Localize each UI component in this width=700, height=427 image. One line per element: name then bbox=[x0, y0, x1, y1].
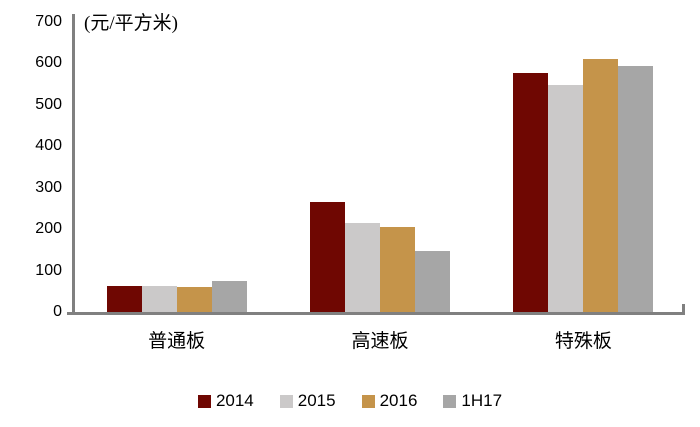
legend: 2014 2015 2016 1H17 bbox=[0, 391, 700, 411]
legend-swatch-icon bbox=[279, 394, 293, 408]
y-tick-label: 700 bbox=[35, 13, 62, 30]
y-axis-unit-label: (元/平方米) bbox=[84, 13, 178, 34]
y-tick-label: 200 bbox=[35, 220, 62, 238]
bar-1H17 bbox=[414, 250, 450, 312]
legend-item-2016: 2016 bbox=[361, 391, 418, 411]
y-tick-label: 600 bbox=[35, 54, 62, 72]
y-tick-label: 400 bbox=[35, 137, 62, 155]
bar-group-高速板 bbox=[309, 201, 450, 312]
legend-item-2014: 2014 bbox=[197, 391, 254, 411]
bar-2016 bbox=[176, 286, 212, 312]
y-tick-label: 500 bbox=[35, 95, 62, 113]
bar-1H17 bbox=[618, 66, 654, 312]
bar-group-特殊板 bbox=[513, 58, 654, 312]
legend-item-1H17: 1H17 bbox=[443, 391, 502, 411]
bar-2015 bbox=[548, 84, 584, 312]
legend-swatch-icon bbox=[443, 394, 457, 408]
x-category-label: 高速板 bbox=[351, 331, 409, 352]
bar-2015 bbox=[344, 222, 380, 312]
bar-plot-area bbox=[75, 58, 685, 312]
bar-2014 bbox=[513, 73, 549, 312]
bar-2014 bbox=[309, 201, 345, 312]
bar-2016 bbox=[583, 58, 619, 312]
legend-swatch-icon bbox=[361, 394, 375, 408]
y-tick-label: 0 bbox=[53, 303, 62, 320]
x-axis-end-tick bbox=[682, 304, 685, 312]
bar-2016 bbox=[379, 227, 415, 312]
legend-label: 2015 bbox=[297, 391, 336, 410]
legend-label: 2014 bbox=[215, 391, 254, 410]
legend-item-2015: 2015 bbox=[279, 391, 336, 411]
y-tick-label: 100 bbox=[35, 261, 62, 279]
x-axis-line bbox=[67, 312, 685, 315]
x-category-label: 特殊板 bbox=[554, 331, 612, 352]
bar-1H17 bbox=[211, 281, 247, 312]
legend-label: 2016 bbox=[379, 391, 418, 410]
x-category-label: 普通板 bbox=[148, 331, 206, 352]
legend-swatch-icon bbox=[197, 394, 211, 408]
legend-label: 1H17 bbox=[461, 391, 503, 410]
x-axis-category-labels: 普通板 高速板 特殊板 bbox=[75, 326, 685, 353]
bar-group-普通板 bbox=[106, 281, 247, 312]
y-axis-line bbox=[72, 14, 75, 315]
y-tick-label: 300 bbox=[35, 178, 62, 196]
bar-2014 bbox=[106, 285, 142, 312]
bar-2015 bbox=[141, 285, 177, 312]
